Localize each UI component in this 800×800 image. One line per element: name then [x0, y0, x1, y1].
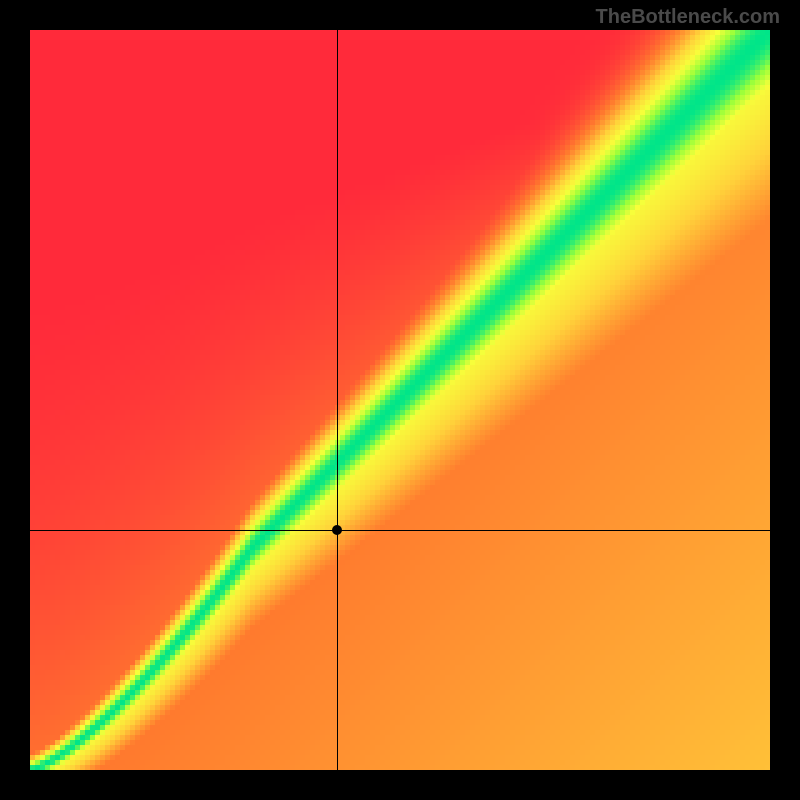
heatmap-plot-area: [30, 30, 770, 770]
chart-frame: TheBottleneck.com: [0, 0, 800, 800]
heatmap-canvas: [30, 30, 770, 770]
crosshair-horizontal: [30, 530, 770, 531]
marker-dot: [332, 525, 342, 535]
crosshair-vertical: [337, 30, 338, 770]
watermark-text: TheBottleneck.com: [596, 6, 780, 29]
